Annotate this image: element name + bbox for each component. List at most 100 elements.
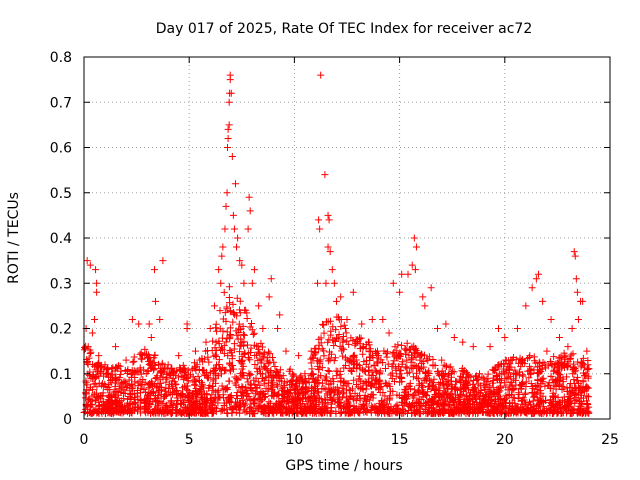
data-point <box>572 395 580 403</box>
data-point <box>403 409 411 417</box>
data-point <box>328 266 336 274</box>
data-point <box>259 325 267 332</box>
data-point <box>403 339 411 347</box>
data-point <box>277 398 285 406</box>
data-point <box>398 270 406 278</box>
data-point <box>367 354 375 362</box>
data-point <box>237 325 245 333</box>
data-point <box>227 394 235 402</box>
data-point <box>283 378 291 386</box>
data-point <box>560 361 568 369</box>
data-point <box>567 394 575 402</box>
data-point <box>351 389 359 397</box>
data-point <box>465 371 473 379</box>
data-point <box>320 329 328 337</box>
data-point <box>436 384 444 392</box>
data-point <box>327 350 335 358</box>
y-tick-label: 0 <box>63 412 72 428</box>
data-point <box>317 71 325 79</box>
data-point <box>250 376 258 384</box>
data-point <box>450 334 458 342</box>
data-point <box>282 347 290 355</box>
data-point <box>217 279 225 287</box>
data-point <box>422 377 430 385</box>
data-point <box>128 373 136 381</box>
data-point <box>405 351 413 359</box>
data-point <box>269 391 277 399</box>
data-point <box>513 325 521 332</box>
data-point <box>264 359 272 367</box>
data-point <box>87 348 95 356</box>
data-point <box>165 370 173 378</box>
data-point <box>107 409 115 417</box>
data-point <box>95 401 103 409</box>
data-point <box>95 379 103 387</box>
data-point <box>184 405 192 413</box>
data-point <box>470 377 478 385</box>
data-point <box>226 324 234 332</box>
data-point <box>217 370 225 378</box>
data-point <box>340 321 348 329</box>
data-point <box>471 395 479 403</box>
x-tick-label: 15 <box>391 432 409 448</box>
data-point <box>433 325 441 332</box>
data-point <box>326 248 334 256</box>
data-point <box>405 406 413 414</box>
data-point <box>190 409 198 417</box>
data-point <box>528 383 536 391</box>
data-point <box>394 341 402 349</box>
data-point <box>222 202 230 210</box>
data-point <box>224 409 232 417</box>
data-point <box>388 369 396 377</box>
data-point <box>327 407 335 415</box>
data-point <box>177 409 185 417</box>
data-point <box>440 382 448 390</box>
data-point <box>312 344 320 352</box>
data-point <box>413 374 421 382</box>
data-point <box>193 361 201 369</box>
data-point <box>208 382 216 390</box>
data-point <box>570 391 578 399</box>
data-point <box>419 358 427 366</box>
data-point <box>199 366 207 374</box>
data-point <box>387 371 395 379</box>
data-point <box>243 341 251 349</box>
data-point <box>93 288 101 296</box>
data-point <box>247 370 255 378</box>
data-point <box>349 352 357 360</box>
data-point <box>376 367 384 375</box>
data-point <box>262 385 270 393</box>
data-point <box>151 361 159 369</box>
data-point <box>327 327 335 335</box>
y-tick-label: 0.4 <box>50 231 72 247</box>
data-point <box>459 398 467 406</box>
data-point <box>354 409 362 417</box>
data-point <box>151 375 159 383</box>
data-point <box>93 279 101 287</box>
data-point <box>405 368 413 376</box>
data-point <box>329 336 337 344</box>
data-point <box>414 387 422 395</box>
data-point <box>230 225 238 233</box>
data-point <box>385 409 393 417</box>
data-point <box>360 358 368 366</box>
data-point <box>504 373 512 381</box>
data-point <box>556 354 564 362</box>
data-point <box>476 382 484 390</box>
data-point <box>541 382 549 390</box>
data-point <box>420 390 428 398</box>
data-point <box>134 382 142 390</box>
data-point <box>148 388 156 396</box>
data-point <box>150 266 158 274</box>
data-point <box>245 193 253 201</box>
data-point <box>169 383 177 391</box>
data-point <box>137 397 145 405</box>
data-point <box>121 389 129 397</box>
data-point <box>522 406 530 414</box>
data-point <box>535 358 543 366</box>
data-point <box>342 361 350 369</box>
data-point <box>221 399 229 407</box>
data-point <box>84 360 92 368</box>
data-point <box>552 385 560 393</box>
data-point <box>269 404 277 412</box>
